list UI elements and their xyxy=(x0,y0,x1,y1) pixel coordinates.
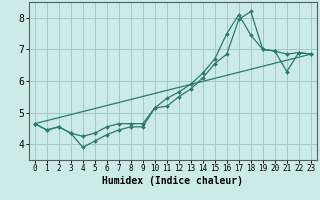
X-axis label: Humidex (Indice chaleur): Humidex (Indice chaleur) xyxy=(102,176,243,186)
